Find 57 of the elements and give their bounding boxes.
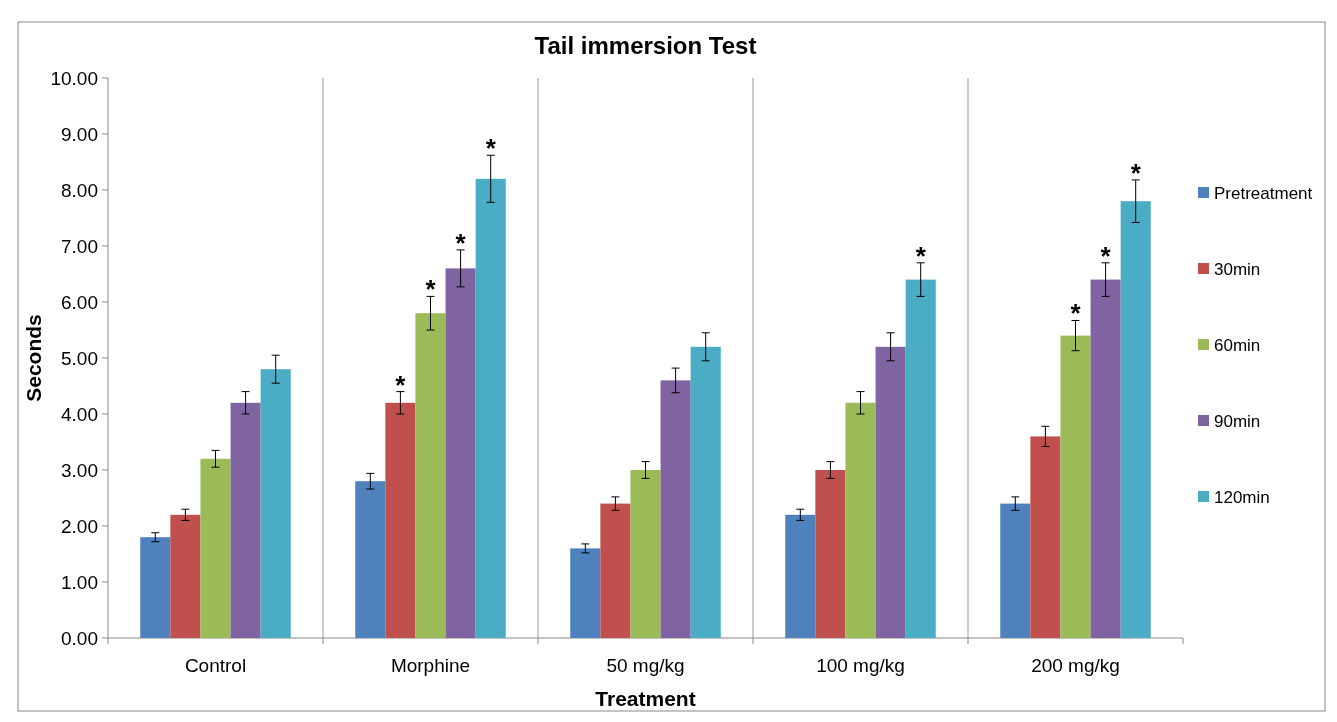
bar: [570, 548, 601, 638]
data-label: *: [395, 369, 407, 400]
bar: [445, 268, 476, 638]
data-label: *: [1100, 240, 1112, 271]
x-axis-title: Treatment: [595, 687, 696, 710]
x-tick-label: Morphine: [390, 655, 471, 676]
y-tick-label: 1.00: [61, 571, 98, 593]
bar: [660, 380, 691, 638]
legend-label: Pretreatment: [1214, 183, 1313, 203]
bar: [385, 402, 416, 638]
bar: [785, 514, 816, 638]
chart-title: Tail immersion Test: [534, 32, 757, 59]
bar: [815, 470, 846, 638]
y-tick-label: 9.00: [61, 123, 98, 145]
y-tick-label: 8.00: [61, 179, 98, 201]
y-tick-label: 3.00: [61, 459, 98, 481]
bar: [355, 481, 386, 638]
bar: [875, 346, 906, 638]
bar: [1090, 279, 1121, 638]
bar: [170, 514, 201, 638]
legend-label: 60min: [1214, 335, 1261, 355]
bar: [200, 458, 231, 638]
data-label: *: [455, 227, 467, 258]
x-tick-label: 100 mg/kg: [816, 655, 905, 676]
data-label: *: [425, 274, 437, 305]
bar: [1030, 436, 1061, 638]
y-tick-label: 10.00: [50, 67, 98, 89]
y-axis-title: Seconds: [22, 314, 45, 402]
legend-label: 30min: [1214, 259, 1261, 279]
y-tick-label: 5.00: [61, 347, 98, 369]
bar: [475, 178, 506, 638]
y-tick-label: 2.00: [61, 515, 98, 537]
x-tick-label: 50 mg/kg: [606, 655, 685, 676]
bar: [1000, 503, 1031, 638]
y-tick-label: 7.00: [61, 235, 98, 257]
data-label: *: [1070, 298, 1082, 329]
legend-label: 120min: [1214, 487, 1270, 507]
y-tick-label: 6.00: [61, 291, 98, 313]
data-label: *: [485, 133, 497, 164]
y-tick-label: 0.00: [61, 627, 98, 649]
bar: [1060, 335, 1091, 638]
bar: [230, 402, 261, 638]
bar: [690, 346, 721, 638]
bar: [260, 369, 291, 638]
x-tick-label: Control: [184, 655, 247, 676]
bar: [630, 470, 661, 638]
legend-label: 90min: [1214, 411, 1261, 431]
bar: [845, 402, 876, 638]
y-tick-label: 4.00: [61, 403, 98, 425]
bar: [905, 279, 936, 638]
x-tick-label: 200 mg/kg: [1031, 655, 1120, 676]
data-label: *: [915, 240, 927, 271]
bar: [600, 503, 631, 638]
data-label: *: [1130, 157, 1142, 188]
bar: [140, 537, 171, 638]
bar: [1120, 201, 1151, 638]
bar: [415, 313, 446, 638]
